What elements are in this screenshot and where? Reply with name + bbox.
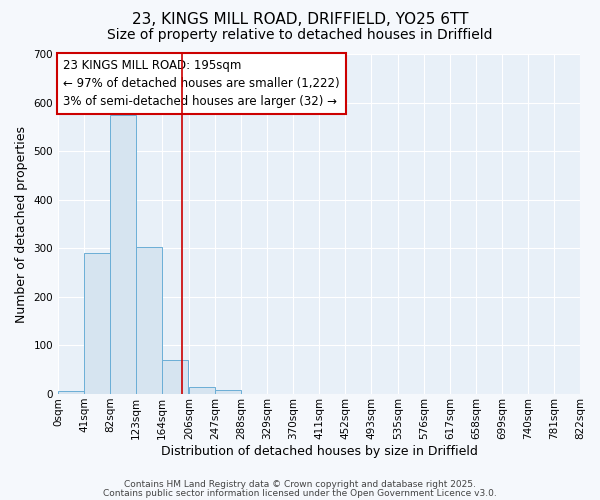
Text: Contains HM Land Registry data © Crown copyright and database right 2025.: Contains HM Land Registry data © Crown c…	[124, 480, 476, 489]
X-axis label: Distribution of detached houses by size in Driffield: Distribution of detached houses by size …	[161, 444, 478, 458]
Bar	[163, 360, 188, 394]
Text: Contains public sector information licensed under the Open Government Licence v3: Contains public sector information licen…	[103, 488, 497, 498]
Text: 23 KINGS MILL ROAD: 195sqm
← 97% of detached houses are smaller (1,222)
3% of se: 23 KINGS MILL ROAD: 195sqm ← 97% of deta…	[63, 59, 340, 108]
Text: 23, KINGS MILL ROAD, DRIFFIELD, YO25 6TT: 23, KINGS MILL ROAD, DRIFFIELD, YO25 6TT	[132, 12, 468, 28]
Y-axis label: Number of detached properties: Number of detached properties	[15, 126, 28, 322]
Bar	[84, 253, 110, 394]
Bar	[110, 114, 136, 394]
Bar	[136, 247, 162, 394]
Bar	[58, 390, 84, 394]
Bar	[189, 387, 215, 394]
Bar	[215, 390, 241, 394]
Text: Size of property relative to detached houses in Driffield: Size of property relative to detached ho…	[107, 28, 493, 42]
